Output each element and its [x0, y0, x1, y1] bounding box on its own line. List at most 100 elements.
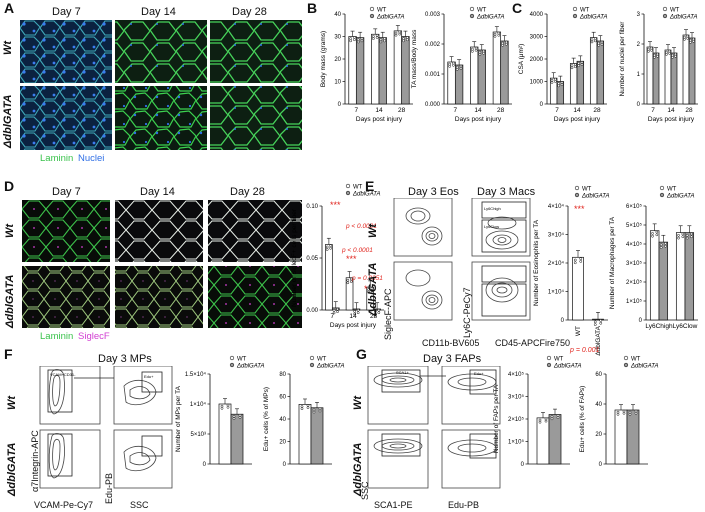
- data-point: [452, 63, 455, 67]
- data-point: [474, 48, 478, 52]
- data-point: [560, 81, 564, 84]
- legend-ko-label: ΔdblGATA: [581, 194, 609, 200]
- data-point: [405, 36, 409, 39]
- data-point: [553, 77, 557, 81]
- legend-wt-marker: [574, 185, 580, 191]
- data-point: [306, 404, 310, 407]
- legend-ko-label: ΔdblGATA: [579, 15, 607, 21]
- data-point: [374, 312, 377, 316]
- bar: [371, 33, 380, 105]
- y-axis-label: Number of Eosinophils per TA: [533, 219, 540, 306]
- data-point: [550, 81, 554, 84]
- data-point: [497, 33, 501, 37]
- bar: [454, 64, 464, 105]
- data-point: [329, 246, 332, 250]
- x-tick-label: 7: [355, 107, 359, 114]
- bar: [652, 52, 660, 105]
- panel-a-day14: Day 14: [141, 6, 176, 18]
- bar: [682, 34, 690, 105]
- data-point: [577, 62, 581, 65]
- data-point: [448, 64, 452, 68]
- bar: [393, 30, 403, 105]
- panel-d-stain-laminin: Laminin: [40, 331, 74, 342]
- panel-a-day28: Day 28: [232, 6, 267, 18]
- data-point: [579, 260, 583, 263]
- bar: [348, 36, 357, 105]
- data-point: [501, 41, 504, 45]
- bar: [688, 37, 696, 105]
- panel-f-gate1: VCAM+CD31-: [50, 372, 76, 377]
- y-tick-label: 0: [203, 462, 207, 468]
- data-point: [577, 64, 581, 67]
- x-axis-label: Days post injury: [330, 322, 377, 329]
- data-point: [597, 41, 601, 45]
- legend-wt-marker: [659, 185, 665, 191]
- data-point: [226, 403, 230, 407]
- data-point: [379, 38, 383, 42]
- y-axis-label: Number of FAPs per TA: [493, 384, 500, 453]
- data-point: [375, 36, 379, 39]
- data-point: [538, 420, 542, 424]
- legend-ko-label: ΔdblGATA: [352, 192, 380, 198]
- legend-wt-label: WT: [353, 185, 363, 191]
- legend-wt-marker: [469, 6, 475, 12]
- panel-label-b: B: [307, 0, 318, 16]
- x-tick-label: ΔdblGATA: [595, 325, 602, 355]
- legend-wt-label: WT: [580, 8, 590, 14]
- y-tick-label: 1×10⁵: [626, 298, 643, 305]
- panel-f-title: Day 3 MPs: [98, 353, 152, 365]
- data-point: [659, 243, 663, 247]
- bar: [470, 46, 479, 105]
- legend-wt-label: WT: [237, 357, 247, 363]
- y-tick-label: 1: [637, 72, 641, 78]
- y-tick-label: 2000: [530, 57, 544, 63]
- data-point: [647, 49, 650, 53]
- data-point: [616, 410, 620, 414]
- panel-g-y1: SSC: [360, 481, 370, 500]
- bar: [626, 409, 640, 465]
- panel-label-g: G: [356, 346, 367, 362]
- legend-wt-marker: [572, 6, 578, 12]
- data-point: [557, 82, 561, 86]
- data-point: [377, 311, 381, 315]
- data-point: [593, 39, 597, 43]
- chart-G1: 0 1×10⁵ 2×10⁵ 3×10⁵ 4×10⁵ Number of FAPs per …: [493, 371, 570, 468]
- panel-a-stain-laminin: Laminin: [40, 153, 74, 164]
- data-point: [550, 417, 554, 421]
- bar: [684, 232, 695, 321]
- panel-f-gate2: Edu+: [144, 374, 154, 379]
- y-tick-label: 0.05: [306, 256, 318, 262]
- data-point: [360, 37, 364, 41]
- y-axis-label: Number of SiglecF+ cells per fiber: [291, 208, 298, 307]
- panel-e-macs-title: Day 3 Macs: [477, 186, 536, 198]
- data-point: [655, 233, 659, 237]
- data-point: [593, 323, 597, 326]
- data-point: [312, 410, 316, 414]
- data-point: [570, 64, 574, 68]
- data-point: [634, 411, 638, 415]
- y-tick-label: 3×10⁵: [508, 394, 525, 401]
- legend-ko-label: ΔdblGATA: [666, 194, 694, 200]
- y-tick-label: 0: [521, 462, 525, 468]
- y-tick-label: 4000: [530, 12, 544, 18]
- legend-wt-marker: [229, 355, 235, 361]
- data-point: [689, 38, 692, 42]
- legend-ko-label: ΔdblGATA: [669, 15, 697, 21]
- legend-ko-marker: [659, 192, 665, 198]
- panel-e-x2: CD45-APCFire750: [495, 338, 571, 348]
- data-point: [659, 246, 663, 249]
- panel-d-day28: Day 28: [230, 186, 265, 198]
- x-tick-label: 7: [651, 107, 655, 114]
- data-point: [671, 55, 674, 59]
- chart-E2: 0 1×10⁵ 2×10⁵ 3×10⁵ 4×10⁵ 5×10⁵ 6×10⁵ Number of…: [609, 203, 698, 330]
- y-axis-label: Edu+ cells (% of MPs): [263, 387, 270, 451]
- y-axis-label: Edu+ cells (% of FAPs): [579, 386, 586, 453]
- panel-f-y2: Edu-PB: [104, 472, 114, 504]
- data-point: [318, 407, 322, 411]
- legend-wt-marker: [546, 355, 552, 361]
- y-tick-label: 0.000: [425, 102, 441, 108]
- micrograph-a: [20, 20, 302, 150]
